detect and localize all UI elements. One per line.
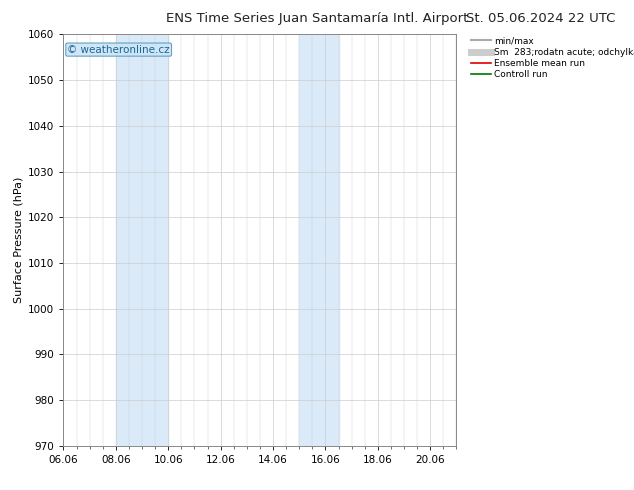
Legend: min/max, Sm  283;rodatn acute; odchylka, Ensemble mean run, Controll run: min/max, Sm 283;rodatn acute; odchylka, … <box>469 35 634 81</box>
Text: © weatheronline.cz: © weatheronline.cz <box>67 45 170 54</box>
Text: St. 05.06.2024 22 UTC: St. 05.06.2024 22 UTC <box>465 12 615 25</box>
Bar <box>299 34 339 446</box>
Text: ENS Time Series Juan Santamaría Intl. Airport: ENS Time Series Juan Santamaría Intl. Ai… <box>166 12 468 25</box>
Bar <box>116 34 168 446</box>
Y-axis label: Surface Pressure (hPa): Surface Pressure (hPa) <box>14 177 24 303</box>
